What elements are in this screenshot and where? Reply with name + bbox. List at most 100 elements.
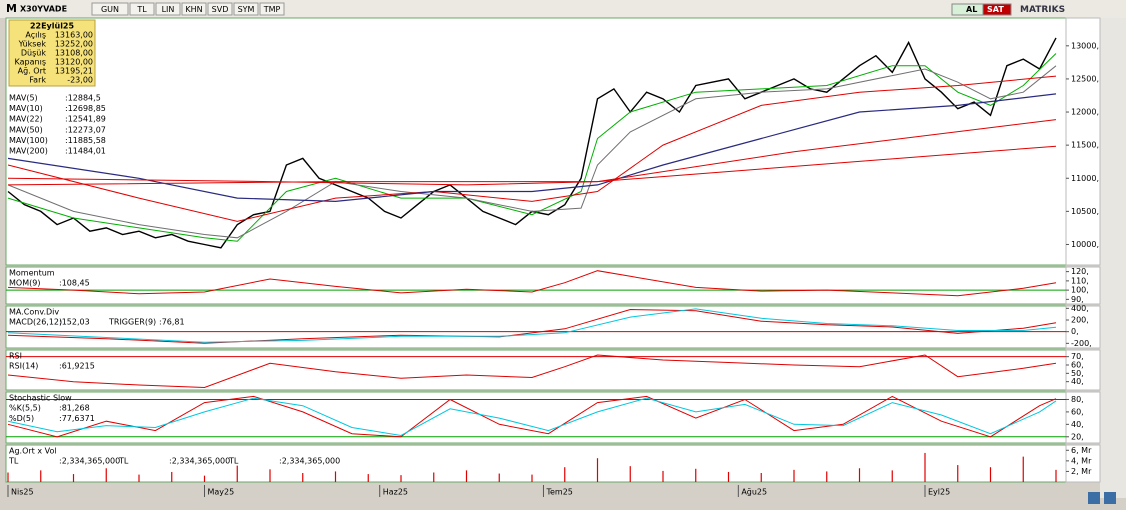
info-value: 13195,21 [55,67,93,76]
legend-value: :12273,07 [65,125,106,134]
y-tick-label: 4, Mr [1071,456,1092,465]
legend-value: :11885,58 [65,136,106,145]
toolbar-button[interactable] [155,2,181,16]
toolbar-button-label[interactable]: LIN [162,5,175,14]
toolbar-button-label[interactable]: TMP [263,5,281,14]
toolbar-button-label[interactable]: GUN [101,5,119,14]
toolbar-button[interactable] [233,2,259,16]
volume-bar [72,474,75,482]
symbol[interactable]: X30YVADE [20,5,67,14]
volume-bar [924,452,926,482]
buy-label[interactable]: AL [966,5,977,14]
indicator-line [7,354,1057,389]
volume-bar [695,468,697,482]
x-tick-label: Haz25 [383,488,408,497]
axis-area [1065,266,1101,305]
y-tick-label: 13000, [1071,41,1099,50]
legend-name: TL [118,457,129,466]
indicator-line [7,65,1057,239]
sell-label[interactable]: SAT [987,5,1004,14]
legend-value: :108,45 [59,279,90,288]
y-tick-label: 50, [1071,369,1084,378]
sell-button[interactable] [982,3,1012,16]
info-label: Açılış [25,31,46,40]
toolbar-button-label[interactable]: TL [136,5,147,14]
x-tick-label: Nis25 [11,488,34,497]
info-label: Yüksek [18,40,47,49]
toolbar-button[interactable] [129,2,155,16]
y-tick-label: 80, [1071,395,1084,404]
panel-title: MA.Conv.Div [9,308,59,317]
info-label: Fark [29,76,46,85]
y-tick-label: 12000, [1071,108,1099,117]
volume-bar [1022,456,1024,482]
volume-bar [7,472,9,482]
legend-name: TL [228,457,239,466]
legend-value: :11484,01 [65,147,106,156]
legend-name: MAV(5) [9,94,38,103]
indicator-line [7,53,1057,242]
toolbar-button-label[interactable]: SVD [212,5,229,14]
panel-title: RSI [9,352,22,361]
legend-name: MOM(9) [9,279,40,288]
volume-bar [662,470,664,482]
axis-area [1065,17,1101,266]
y-tick-label: 70, [1071,352,1084,361]
toolbar-button[interactable] [207,2,233,16]
axis-area [1065,444,1101,483]
legend-value: :76,81 [159,318,185,327]
indicator-line [7,395,1057,438]
legend-name: RSI(14) [9,362,38,371]
legend-value: :61,9215 [59,362,95,371]
volume-bar [1055,469,1057,482]
volume-bar [433,472,435,482]
info-label: Düşük [21,49,46,58]
toolbar-button[interactable] [181,2,207,16]
logo: M [6,2,17,15]
volume-bar [760,473,762,482]
panel [5,444,1067,483]
scroll-button[interactable] [1088,492,1100,504]
volume-bar [203,475,206,482]
y-tick-label: 40, [1071,420,1084,429]
x-tick-label: Eyl25 [928,488,950,497]
info-value: -23,00 [67,76,93,85]
volume-bar [105,468,107,482]
y-tick-label: 20, [1071,432,1084,441]
volume-bar [40,470,42,482]
volume-bar [465,470,468,482]
volume-bar [236,465,238,482]
info-label: Kapanış [15,58,46,67]
legend-name: TRIGGER(9) [108,318,156,327]
toolbar-button[interactable] [91,2,129,16]
scroll-button[interactable] [1104,492,1116,504]
y-tick-label: 12500, [1071,74,1099,83]
legend-value: :81,268 [59,404,90,413]
volume-bar [269,469,271,482]
volume-bar [302,473,304,482]
indicator-line [7,308,1057,343]
volume-bar [957,465,959,482]
volume-bar [531,474,533,482]
y-tick-label: 60, [1071,407,1084,416]
legend-value: :2,334,365,000 [279,457,340,466]
axis-area [1065,305,1101,349]
x-tick-label: Tem25 [545,488,572,497]
volume-bar [989,467,992,482]
panel [5,17,1067,266]
volume-bar [858,468,861,482]
volume-bar [564,467,566,482]
panel [5,349,1067,391]
info-value: 13120,00 [55,58,93,67]
toolbar-button-label[interactable]: KHN [185,5,202,14]
indicator-line [7,397,1057,437]
x-tick-label: Ağu25 [741,488,767,497]
volume-bar [498,473,500,482]
toolbar-button-label[interactable]: SYM [238,5,255,14]
volume-bar [629,466,631,482]
legend-value: :77,6371 [59,414,95,423]
volume-bar [138,474,140,482]
legend-name: MAV(22) [9,115,43,124]
y-tick-label: 100, [1071,286,1089,295]
toolbar-button[interactable] [259,2,285,16]
